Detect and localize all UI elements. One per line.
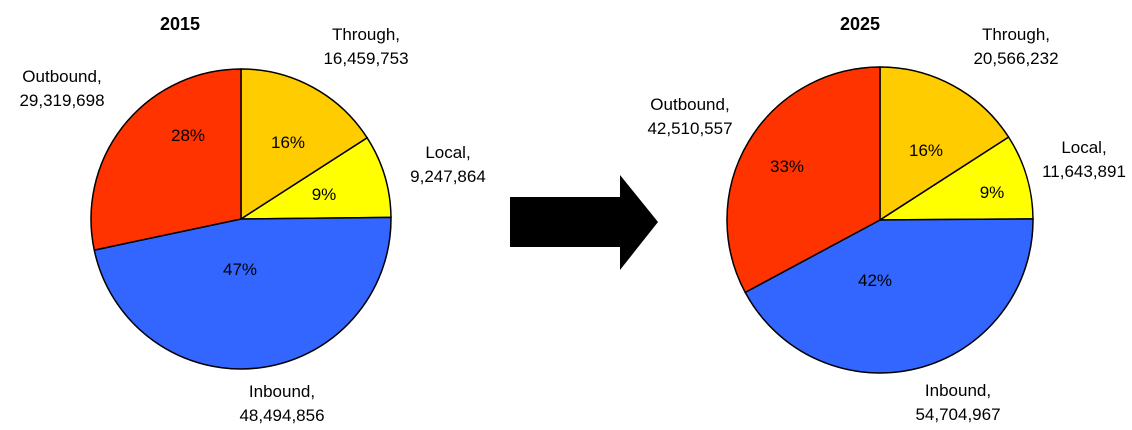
pct-label-through: 16% — [909, 141, 943, 160]
slice-value-outbound: 42,510,557 — [647, 119, 732, 138]
pct-label-local: 9% — [312, 185, 337, 204]
slice-value-through: 20,566,232 — [973, 49, 1058, 68]
pie-chart-2025: 2025 16% 9% 42% 33% Through, 20,566,232 Local, 1… — [647, 14, 1125, 424]
slice-value-through: 16,459,753 — [323, 49, 408, 68]
chart-title: 2015 — [160, 14, 200, 34]
pct-label-local: 9% — [980, 183, 1005, 202]
pie-slice-outbound — [726, 66, 881, 294]
pie-slice-local — [877, 136, 1034, 221]
pct-label-outbound: 28% — [171, 126, 205, 145]
slice-value-local: 11,643,891 — [1042, 162, 1126, 181]
pct-label-inbound: 42% — [858, 271, 892, 290]
slice-value-inbound: 48,494,856 — [239, 406, 324, 425]
pie-slice-inbound — [744, 218, 1034, 374]
pie-slice-local — [238, 136, 392, 220]
pct-label-inbound: 47% — [223, 260, 257, 279]
slice-name-local: Local, — [425, 143, 470, 162]
slice-name-through: Through, — [982, 25, 1050, 44]
right-arrow-icon — [510, 175, 658, 270]
slice-name-inbound: Inbound, — [925, 381, 991, 400]
slice-value-local: 9,247,864 — [410, 167, 486, 186]
slice-name-outbound: Outbound, — [22, 67, 101, 86]
pie-slice-inbound — [93, 216, 392, 370]
pie-slice-outbound — [90, 68, 242, 251]
slice-value-outbound: 29,319,698 — [19, 91, 104, 110]
slice-name-through: Through, — [332, 25, 400, 44]
pie-slice-through — [240, 68, 369, 221]
pct-label-through: 16% — [271, 133, 305, 152]
slice-name-local: Local, — [1061, 138, 1106, 157]
chart-title: 2025 — [840, 14, 880, 34]
pie-chart-2015: 2015 16% 9% 47% 28% Through, 16,459,753 Local, 9… — [19, 14, 485, 425]
pct-label-outbound: 33% — [770, 157, 804, 176]
slice-value-inbound: 54,704,967 — [915, 405, 1000, 424]
slice-name-outbound: Outbound, — [650, 95, 729, 114]
pie-slice-through — [879, 66, 1010, 222]
slice-name-inbound: Inbound, — [249, 382, 315, 401]
